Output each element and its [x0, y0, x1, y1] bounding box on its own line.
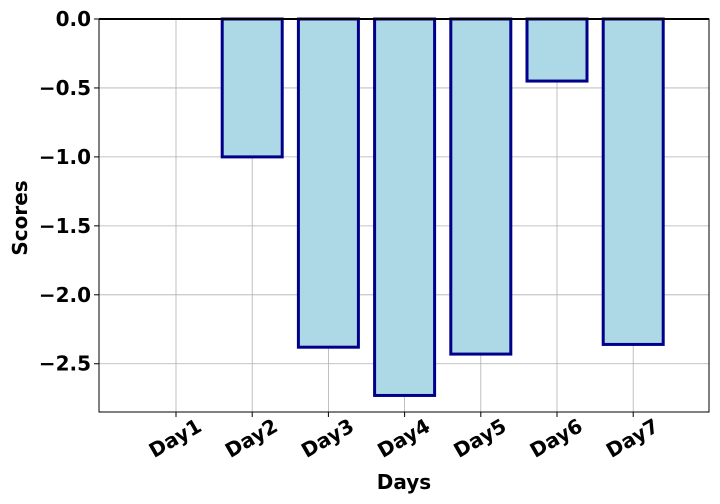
bars-layer	[220, 17, 665, 397]
x-tick-label: Day1	[145, 414, 206, 463]
x-tick-labels: Day1 Day2 Day3 Day4 Day5 Day6 Day7	[145, 414, 663, 463]
axes-layer	[94, 18, 710, 417]
y-tick-label: −2.5	[39, 352, 91, 376]
y-tick-label: −2.0	[39, 283, 91, 307]
x-tick-label: Day2	[221, 414, 282, 463]
x-tick-label: Day7	[602, 414, 663, 463]
bar-day6	[525, 17, 589, 83]
bar-day5	[449, 17, 513, 356]
y-axis-label: Scores	[8, 180, 32, 255]
y-tick-label: −1.5	[39, 214, 91, 238]
x-tick-label: Day5	[449, 414, 510, 463]
y-tick-label: −0.5	[39, 76, 91, 100]
x-tick-label: Day6	[526, 414, 587, 463]
y-tick-label: −1.0	[39, 145, 91, 169]
x-tick-label: Day4	[373, 414, 434, 463]
bar-day2	[220, 17, 284, 159]
bar-day7	[601, 17, 665, 346]
y-tick-labels: 0.0 −0.5 −1.0 −1.5 −2.0 −2.5	[39, 7, 91, 376]
bar-day3	[296, 17, 360, 349]
x-tick-label: Day3	[297, 414, 358, 463]
x-axis-label: Days	[377, 470, 431, 494]
bar-day4	[373, 17, 437, 397]
y-tick-label: 0.0	[56, 7, 91, 31]
